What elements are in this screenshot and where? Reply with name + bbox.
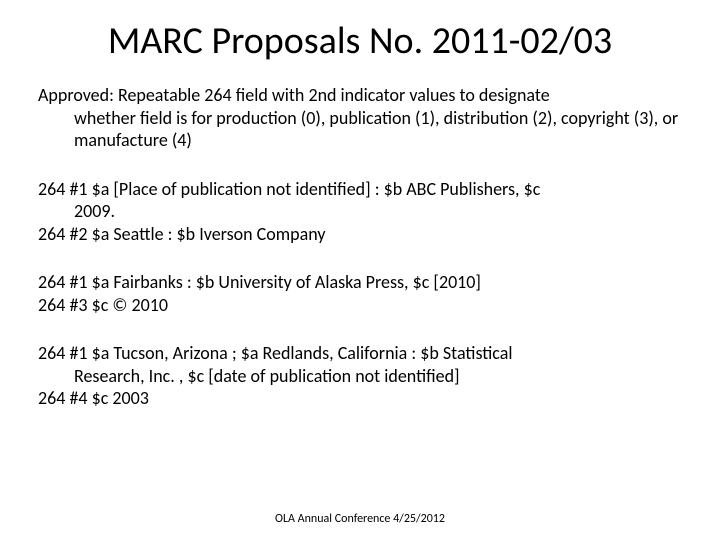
example-2-line-2: 264 #3 $c © 2010 [38, 294, 168, 316]
example-1: 264 #1 $a [Place of publication not iden… [38, 178, 682, 246]
approved-paragraph: Approved: Repeatable 264 field with 2nd … [38, 84, 682, 152]
example-3-line-2: Research, Inc. , $c [date of publication… [74, 365, 460, 387]
example-3-line-3: 264 #4 $c 2003 [38, 387, 149, 409]
example-2-entry-1: 264 #1 $a Fairbanks : $b University of A… [38, 271, 682, 294]
example-1-line-1: 264 #1 $a [Place of publication not iden… [74, 178, 682, 201]
example-3-entry-2: 264 #4 $c 2003 [38, 387, 682, 410]
slide-footer: OLA Annual Conference 4/25/2012 [0, 512, 720, 526]
example-3-line-1: 264 #1 $a Tucson, Arizona ; $a Redlands,… [74, 342, 682, 365]
example-1-line-2: 2009. [74, 200, 115, 222]
example-3-entry-1: 264 #1 $a Tucson, Arizona ; $a Redlands,… [38, 342, 682, 387]
approved-line-2: whether field is for production (0), pub… [74, 107, 678, 152]
example-2-line-1: 264 #1 $a Fairbanks : $b University of A… [38, 271, 481, 293]
example-2-entry-2: 264 #3 $c © 2010 [38, 294, 682, 317]
example-1-line-3: 264 #2 $a Seattle : $b Iverson Company [38, 223, 326, 245]
example-3: 264 #1 $a Tucson, Arizona ; $a Redlands,… [38, 342, 682, 410]
slide-title: MARC Proposals No. 2011-02/03 [38, 18, 682, 64]
example-1-entry-2: 264 #2 $a Seattle : $b Iverson Company [38, 223, 682, 246]
slide: MARC Proposals No. 2011-02/03 Approved: … [0, 0, 720, 540]
example-2: 264 #1 $a Fairbanks : $b University of A… [38, 271, 682, 316]
example-1-entry-1: 264 #1 $a [Place of publication not iden… [38, 178, 682, 223]
approved-line-1: Approved: Repeatable 264 field with 2nd … [74, 84, 682, 107]
